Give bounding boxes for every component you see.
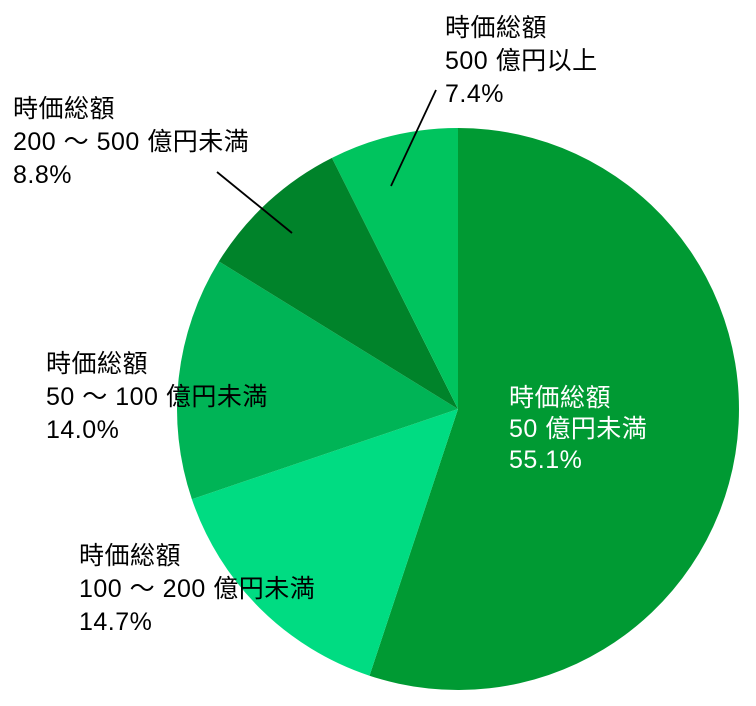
slice-label-range-line: 100 ～ 200 億円未満 — [79, 575, 316, 603]
slice-label-200-500oku: 時価総額 200 ～ 500 億円未満 8.8% — [13, 93, 249, 192]
leader-line-200-500oku — [216, 171, 293, 234]
slice-label-500oku-ijo: 時価総額 500 億円以上 7.4% — [445, 12, 598, 111]
slice-label-range-line: 200 ～ 500 億円未満 — [13, 128, 250, 156]
pie-slice-1 — [191, 409, 458, 676]
pie-slice-3 — [218, 157, 458, 409]
slice-label-category-line: 時価総額 — [509, 384, 612, 412]
slice-label-50-100oku: 時価総額 50 ～ 100 億円未満 14.0% — [46, 348, 268, 447]
slice-label-range-line: 50 億円未満 — [509, 415, 648, 443]
slice-label-percent: 14.7% — [79, 608, 153, 636]
slice-label-100-200oku: 時価総額 100 ～ 200 億円未満 14.7% — [79, 540, 315, 639]
leader-line-500oku-ijo — [390, 89, 437, 187]
pie-slice-4 — [332, 128, 458, 409]
slice-label-percent: 14.0% — [46, 416, 120, 444]
pie-slice-0 — [369, 128, 739, 690]
slice-label-percent: 7.4% — [445, 80, 504, 108]
slice-label-range-line: 500 億円以上 — [445, 47, 598, 75]
slice-label-category-line: 時価総額 — [445, 14, 548, 42]
pie-slices — [177, 128, 739, 690]
slice-label-range-line: 50 ～ 100 億円未満 — [46, 383, 268, 411]
slice-label-category-line: 時価総額 — [46, 350, 149, 378]
slice-label-50oku-miman: 時価総額 50 億円未満 55.1% — [509, 383, 647, 476]
slice-label-percent: 55.1% — [509, 446, 583, 474]
pie-slice-2 — [177, 261, 458, 500]
slice-label-percent: 8.8% — [13, 161, 72, 189]
slice-label-category-line: 時価総額 — [79, 542, 182, 570]
slice-label-category-line: 時価総額 — [13, 95, 116, 123]
